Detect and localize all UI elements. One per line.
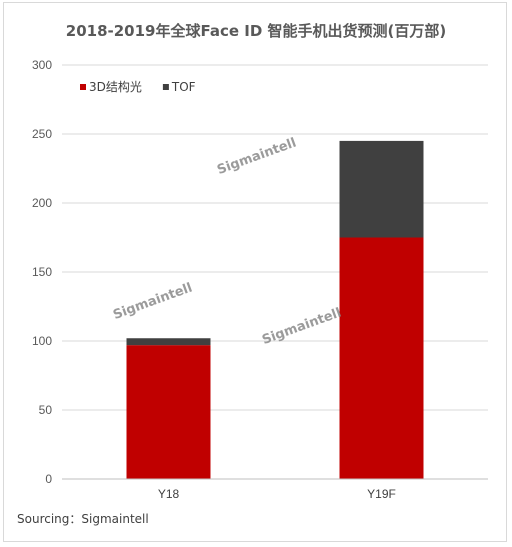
y-tick-label: 250 [32, 127, 52, 141]
legend-swatch [80, 84, 86, 90]
y-tick-label: 150 [32, 265, 52, 279]
y-tick-label: 0 [45, 472, 52, 486]
bars [126, 140, 424, 479]
bar-segment [339, 237, 424, 479]
axes: 0 50 100 150 200 250 300 Y18 Y19F [32, 58, 488, 501]
bar-segment [126, 345, 211, 479]
watermark: Sigmaintell [260, 305, 343, 348]
legend-label: TOF [171, 80, 196, 94]
y-tick-label: 50 [39, 403, 53, 417]
bar-segment [126, 338, 211, 346]
y-tick-label: 300 [32, 58, 52, 72]
legend: 3D结构光 TOF [80, 79, 196, 94]
gridlines [62, 64, 488, 411]
source-note: Sourcing：Sigmaintell [17, 512, 149, 526]
watermarks: Sigmaintell Sigmaintell Sigmaintell [111, 135, 343, 348]
y-tick-label: 100 [32, 334, 52, 348]
y-tick-label: 200 [32, 196, 52, 210]
legend-label: 3D结构光 [89, 79, 142, 94]
legend-swatch [162, 84, 169, 90]
x-category-label: Y19F [367, 487, 396, 501]
chart-title: 2018-2019年全球Face ID 智能手机出货预测(百万部) [65, 22, 447, 40]
bar-segment [339, 140, 424, 238]
chart-frame [3, 2, 507, 542]
watermark: Sigmaintell [111, 280, 194, 323]
x-category-label: Y18 [158, 487, 180, 501]
watermark: Sigmaintell [215, 135, 298, 178]
